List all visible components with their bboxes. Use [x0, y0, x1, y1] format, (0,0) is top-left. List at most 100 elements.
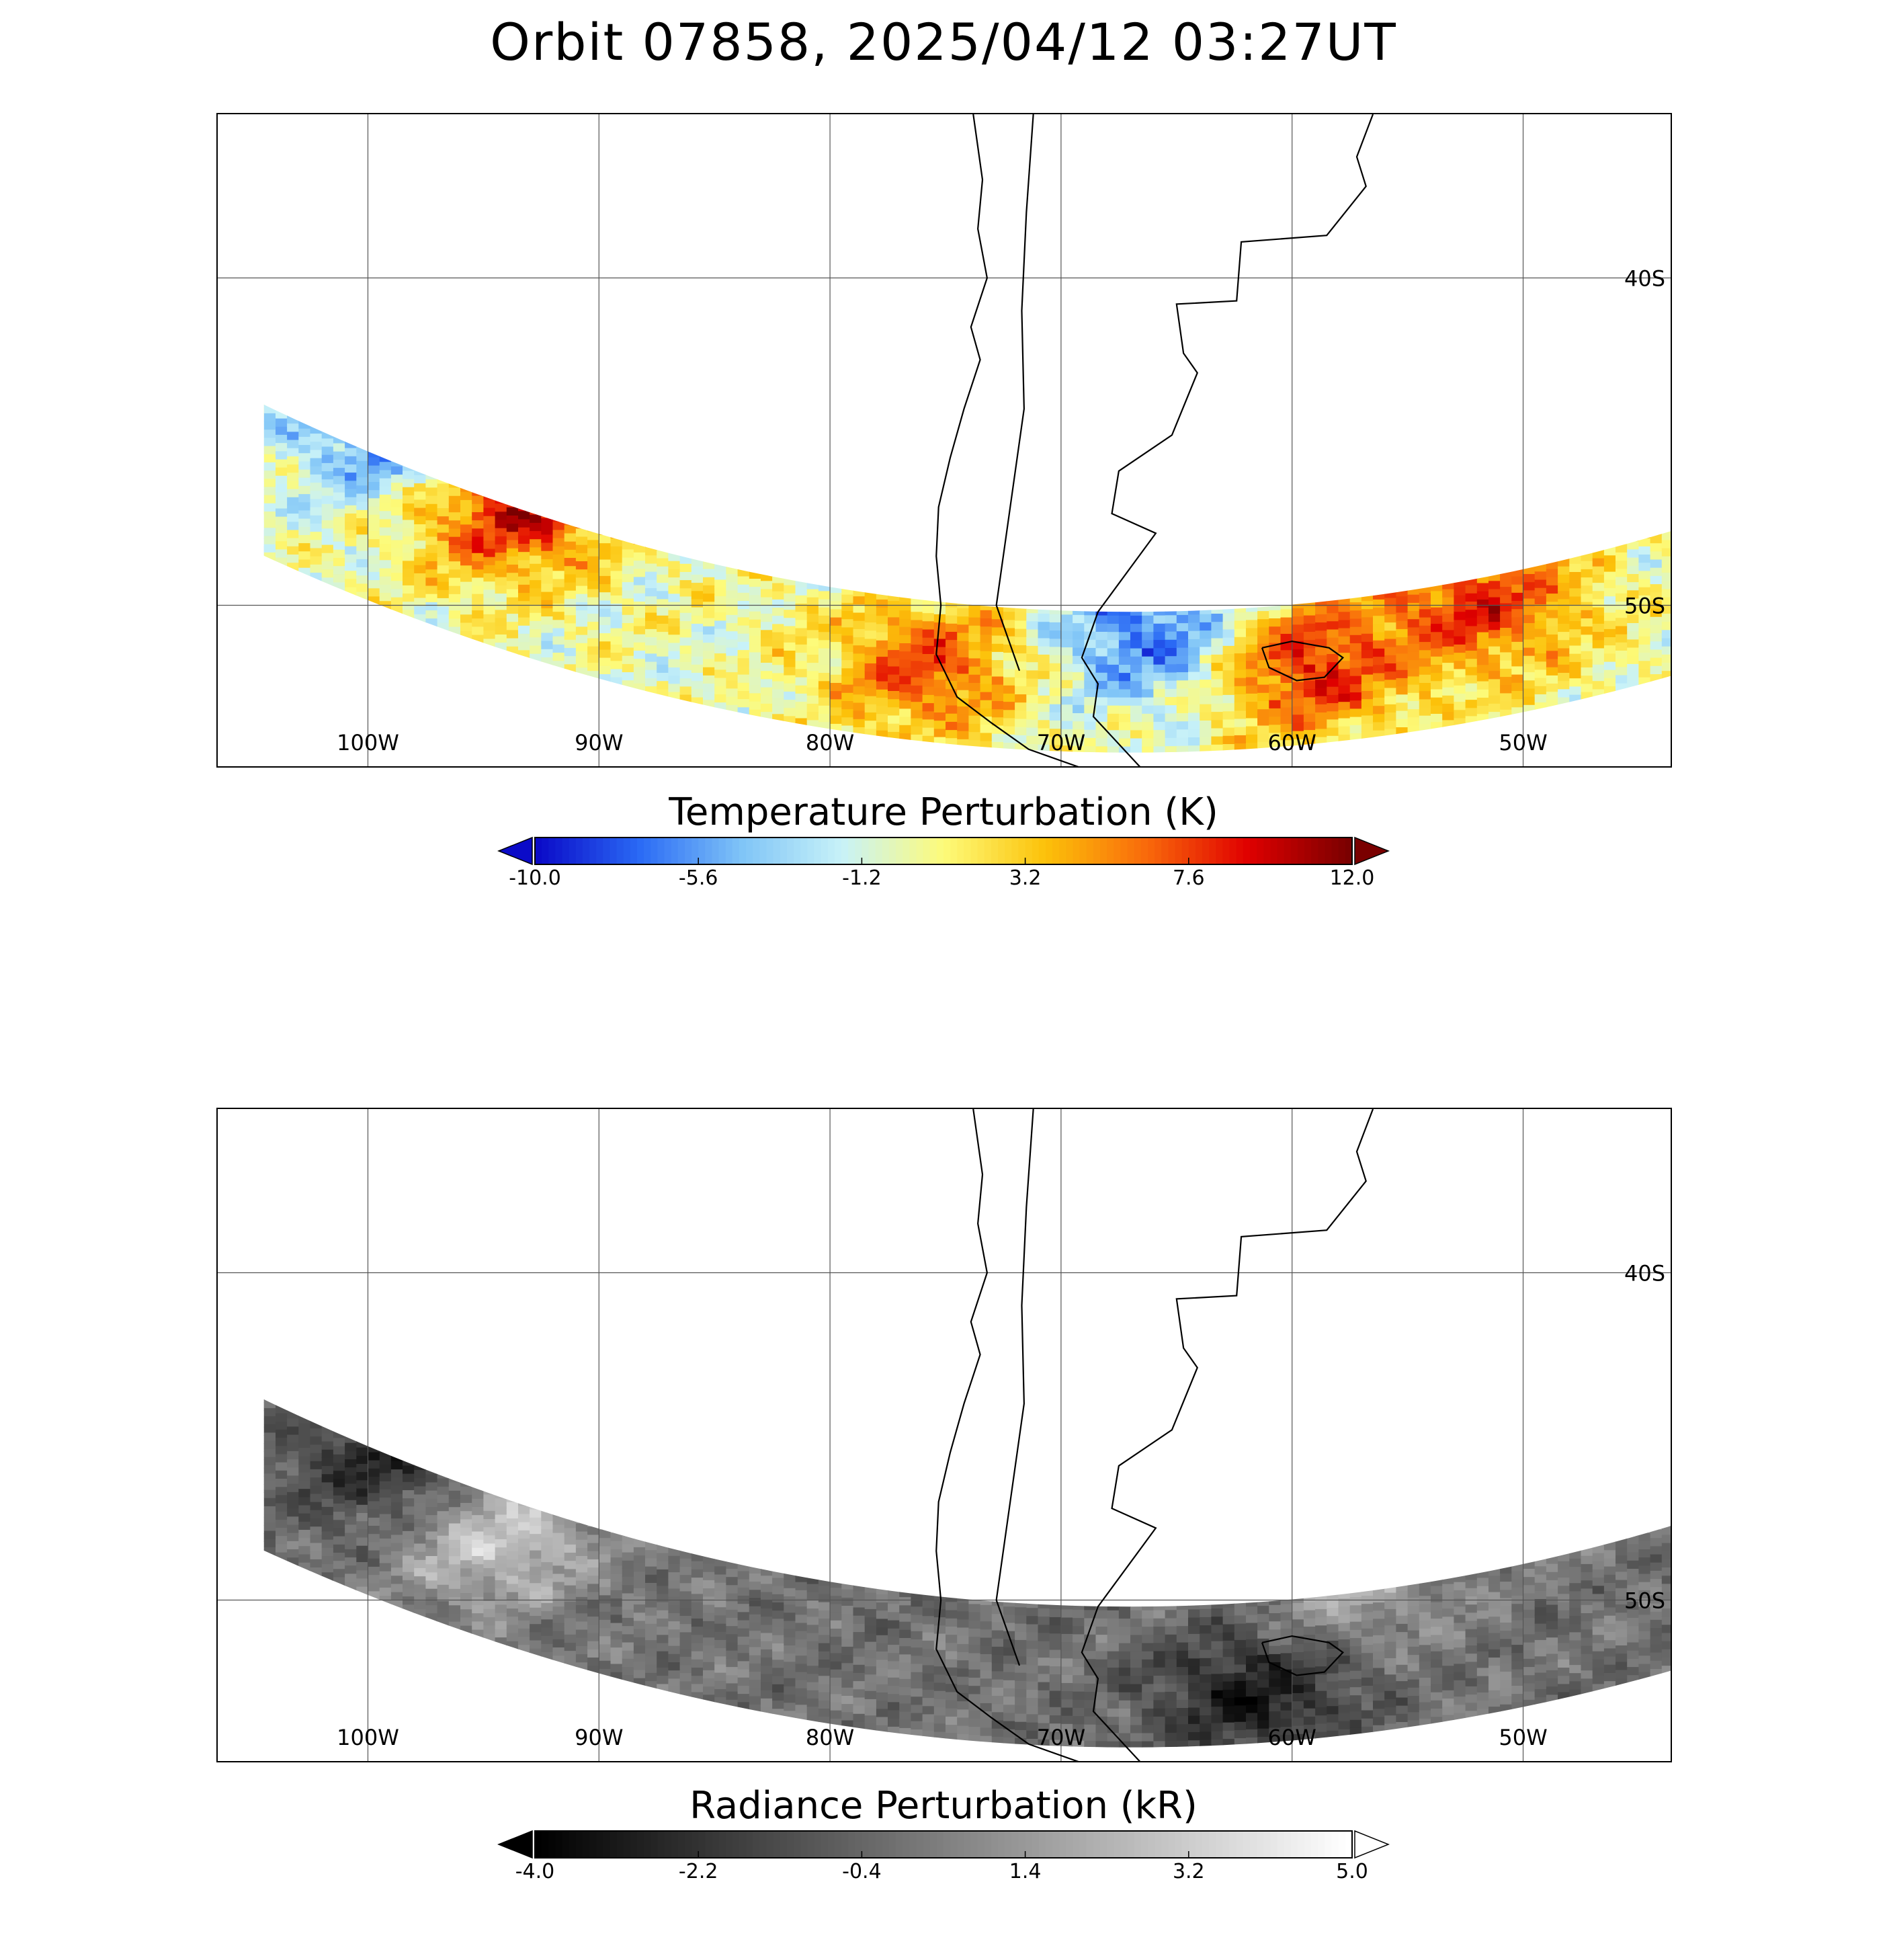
swath-cell — [1407, 1580, 1420, 1590]
swath-cell — [737, 575, 750, 585]
colorbar-segment — [1243, 838, 1251, 864]
swath-cell — [414, 1526, 427, 1536]
swath-cell — [1107, 655, 1120, 665]
swath-cell — [841, 1703, 854, 1713]
swath-cell — [1465, 642, 1478, 651]
swath-cell — [714, 694, 727, 703]
swath-cell — [1546, 626, 1558, 635]
swath-cell — [425, 1514, 438, 1524]
swath-cell — [1419, 1718, 1431, 1727]
swath-cell — [506, 596, 519, 606]
swath-cell — [1338, 693, 1351, 702]
swath-cell — [1153, 1716, 1166, 1725]
swath-cell — [1396, 1688, 1409, 1698]
swath-cell — [1454, 1679, 1466, 1688]
swath-cell — [1407, 667, 1420, 677]
swath-cell — [552, 627, 565, 637]
swath-cell — [679, 579, 692, 589]
swath-cell — [1465, 1628, 1478, 1637]
swath-cell — [841, 618, 854, 628]
swath-cell — [1211, 1681, 1224, 1690]
swath-cell — [1188, 630, 1200, 639]
colorbar-segment — [794, 838, 801, 864]
swath-cell — [1234, 653, 1247, 662]
swath-cell — [599, 526, 612, 535]
swath-cell — [1026, 727, 1039, 736]
swath-cell — [1292, 600, 1304, 608]
swath-cell — [899, 1637, 912, 1647]
swath-cell — [991, 749, 1004, 753]
swath-cell — [379, 1595, 392, 1604]
swath-cell — [622, 1609, 634, 1618]
swath-cell — [957, 673, 970, 682]
swath-cell — [1534, 1565, 1547, 1575]
swath-cell — [968, 747, 981, 753]
swath-cell — [1084, 1609, 1097, 1619]
swath-cell — [679, 1623, 692, 1633]
swath-cell — [1222, 653, 1235, 663]
swath-cell — [1407, 684, 1420, 693]
swath-cell — [379, 535, 392, 544]
swath-cell — [448, 618, 461, 627]
swath-cell — [1222, 604, 1235, 614]
swath-cell — [1280, 665, 1293, 675]
swath-cell — [1431, 1708, 1443, 1717]
swath-cell — [530, 612, 542, 621]
swath-cell — [946, 606, 958, 616]
swath-cell — [899, 708, 912, 717]
swath-cell — [610, 570, 623, 579]
swath-cell — [1026, 1591, 1039, 1600]
swath-cell — [564, 622, 577, 632]
swath-cell — [795, 1614, 808, 1623]
swath-cell — [853, 1639, 866, 1649]
swath-cell — [830, 1587, 843, 1596]
swath-cell — [541, 624, 554, 633]
swath-cell — [379, 1440, 392, 1449]
swath-cell — [1280, 633, 1293, 643]
swath-cell — [1246, 717, 1258, 727]
swath-cell — [541, 616, 554, 625]
swath-cell — [368, 571, 380, 581]
swath-cell — [761, 711, 773, 721]
swath-cell — [668, 1670, 681, 1679]
swath-cell — [737, 649, 750, 659]
swath-cell — [911, 1696, 923, 1705]
temperature-colorbar: -10.0 -5.6 -1.2 3.2 7.6 12.0 — [497, 836, 1390, 887]
swath-cell — [1153, 680, 1166, 690]
swath-cell — [657, 565, 669, 575]
swath-cell — [991, 1703, 1004, 1713]
swath-cell — [980, 724, 993, 733]
swath-cell — [1026, 678, 1039, 687]
swath-cell — [448, 1530, 461, 1540]
swath-cell — [968, 1628, 981, 1637]
swath-cell — [1234, 710, 1247, 719]
swath-cell — [991, 1727, 1004, 1737]
swath-cell — [1188, 1617, 1200, 1626]
swath-cell — [957, 1742, 970, 1748]
swath-cell — [1003, 1655, 1015, 1664]
colorbar-segment — [1100, 838, 1107, 864]
swath-cell — [784, 1620, 796, 1629]
swath-cell — [957, 730, 970, 739]
swath-cell — [1546, 1588, 1558, 1597]
swath-cell — [668, 691, 681, 700]
swath-cell — [1188, 753, 1200, 762]
swath-cell — [830, 1636, 843, 1645]
swath-cell — [263, 1448, 276, 1457]
swath-cell — [761, 670, 773, 680]
swath-cell — [518, 1521, 530, 1530]
swath-cell — [1661, 572, 1671, 581]
swath-cell — [1280, 1693, 1293, 1703]
swath-cell — [1581, 544, 1593, 553]
swath-cell — [1118, 598, 1131, 608]
swath-cell — [1303, 1609, 1316, 1619]
radiance-map-panel: 100W 90W 80W 70W 60W 50W 40S 50S — [216, 1108, 1672, 1762]
swath-cell — [911, 1622, 923, 1631]
swath-cell — [1581, 683, 1593, 692]
swath-cell — [506, 1542, 519, 1551]
swath-cell — [1049, 736, 1062, 745]
swath-cell — [1361, 1587, 1374, 1596]
swath-cell — [263, 546, 265, 556]
swath-cell — [933, 1682, 946, 1691]
swath-cell — [1488, 1689, 1501, 1699]
